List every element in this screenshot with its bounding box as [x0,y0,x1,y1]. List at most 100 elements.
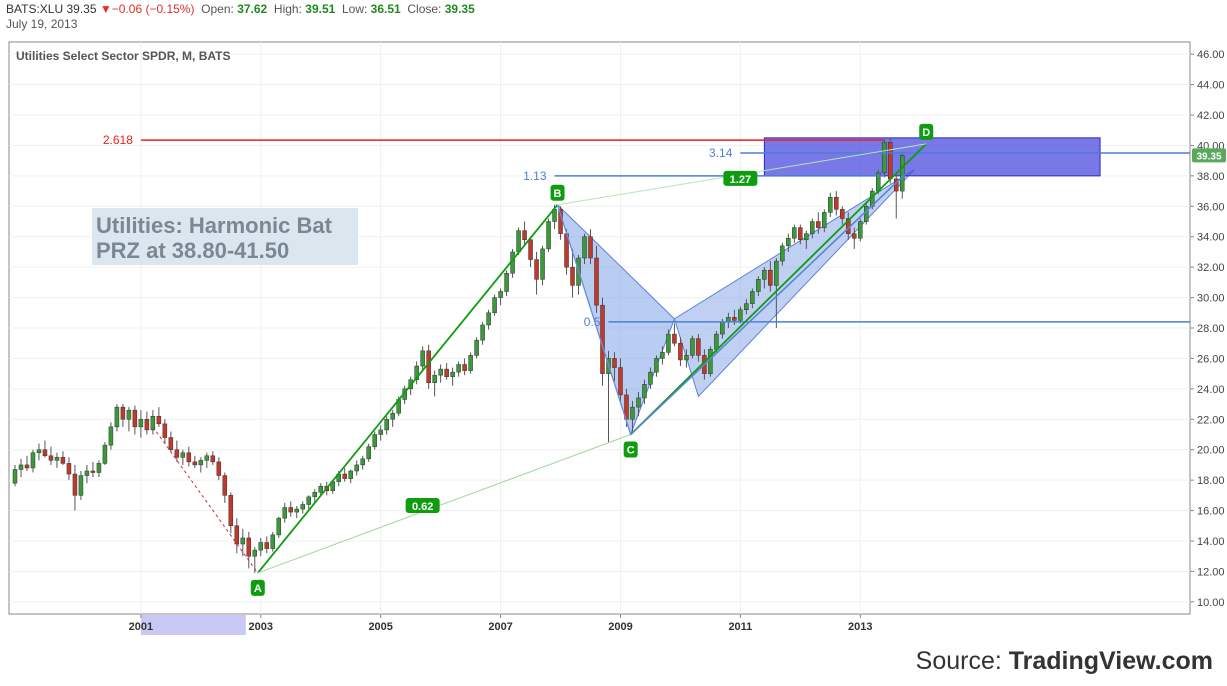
candle[interactable] [120,404,126,427]
candle[interactable] [660,346,665,365]
candle[interactable] [774,258,779,328]
candle[interactable] [186,446,192,467]
candle[interactable] [432,370,437,397]
candle[interactable] [678,337,683,367]
candle[interactable] [96,460,102,478]
candle[interactable] [72,464,78,511]
candle[interactable] [636,391,641,417]
candle[interactable] [864,203,869,225]
prz-zone[interactable] [763,137,1101,177]
candle[interactable] [594,245,599,313]
candle[interactable] [816,212,821,234]
candle[interactable] [18,458,24,478]
candle[interactable] [828,192,833,217]
candle[interactable] [696,334,701,362]
candle[interactable] [840,206,845,225]
candle[interactable] [282,502,288,523]
candle[interactable] [792,224,797,243]
candle[interactable] [888,137,893,184]
candle[interactable] [612,352,617,382]
candle[interactable] [708,346,713,377]
candle[interactable] [192,455,198,468]
candle[interactable] [618,358,623,405]
candle[interactable] [540,245,545,286]
candle[interactable] [756,276,761,297]
candle[interactable] [168,431,174,453]
candle[interactable] [588,229,593,265]
candle[interactable] [456,361,461,377]
candle[interactable] [474,337,479,359]
point-marker-B[interactable]: B [550,184,565,201]
candle[interactable] [360,455,365,470]
candle[interactable] [366,443,371,462]
candle[interactable] [156,407,162,427]
symbol-name[interactable]: BATS:XLU [6,2,64,16]
candle[interactable] [42,440,48,458]
candle[interactable] [60,451,66,465]
candle[interactable] [762,267,767,289]
candle[interactable] [246,531,252,569]
candle[interactable] [384,416,389,435]
candle[interactable] [492,294,497,316]
candle[interactable] [228,492,234,534]
candle[interactable] [174,440,180,462]
point-marker-D[interactable]: D [919,123,934,140]
candle[interactable] [480,321,485,345]
candle[interactable] [204,452,210,468]
candle[interactable] [348,469,353,484]
candle[interactable] [738,306,743,324]
candle[interactable] [582,233,587,265]
candle[interactable] [852,227,857,249]
candle[interactable] [780,242,785,266]
candle[interactable] [414,361,419,385]
candle[interactable] [462,358,467,376]
candle[interactable] [78,471,84,500]
candle[interactable] [426,344,431,389]
candle[interactable] [372,431,377,450]
candle[interactable] [570,248,575,298]
candle[interactable] [750,288,755,309]
candle[interactable] [150,410,156,435]
candle[interactable] [132,405,138,435]
candle[interactable] [804,230,809,249]
candle[interactable] [12,464,18,487]
candle[interactable] [126,407,132,432]
candle[interactable] [318,483,323,496]
candle[interactable] [630,401,635,432]
candle[interactable] [288,501,294,517]
candle[interactable] [786,233,791,252]
candle[interactable] [498,288,503,306]
candle[interactable] [768,261,773,292]
point-marker-C[interactable]: C [623,441,638,458]
candle[interactable] [450,367,455,386]
candle[interactable] [342,467,347,482]
candle[interactable] [438,364,443,383]
candle[interactable] [654,355,659,377]
candle[interactable] [276,516,282,538]
candle[interactable] [240,528,246,557]
candle[interactable] [306,495,311,510]
candle[interactable] [684,349,689,368]
candle[interactable] [642,379,647,405]
candle[interactable] [834,191,839,216]
candle[interactable] [198,457,204,473]
candle[interactable] [48,446,54,465]
candle[interactable] [54,452,60,468]
candle[interactable] [210,451,216,465]
candle[interactable] [822,209,827,233]
candle[interactable] [354,460,359,476]
point-marker-A[interactable]: A [250,579,265,596]
candle[interactable] [102,442,108,465]
candle[interactable] [528,236,533,268]
candle[interactable] [294,505,300,519]
candle[interactable] [138,410,144,438]
candle[interactable] [378,425,383,441]
candle[interactable] [504,270,509,297]
candle[interactable] [264,536,270,554]
candle[interactable] [468,352,473,374]
candle[interactable] [216,457,222,481]
candle[interactable] [84,464,90,484]
candle[interactable] [222,472,228,503]
candle[interactable] [899,153,905,199]
